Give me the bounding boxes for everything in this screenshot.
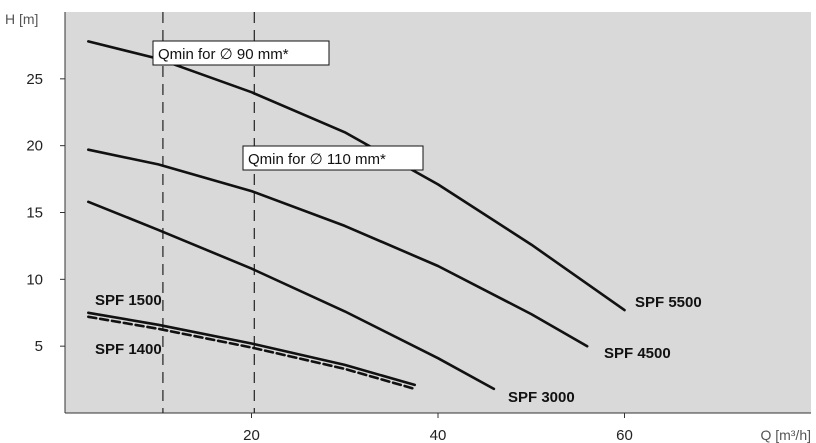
series-label: SPF 1400 bbox=[95, 341, 162, 358]
series-label: SPF 1500 bbox=[95, 292, 162, 309]
x-tick-label: 60 bbox=[616, 427, 633, 443]
series-line bbox=[87, 200, 496, 391]
y-axis-label: H [m] bbox=[5, 11, 38, 27]
series-line bbox=[87, 315, 416, 391]
ticks: 5 10 15 20 25 20 40 60 bbox=[26, 71, 633, 443]
series-label: SPF 5500 bbox=[635, 294, 702, 311]
series-label: SPF 4500 bbox=[604, 345, 671, 362]
reference-lines bbox=[162, 12, 255, 413]
qmin-note-box bbox=[152, 40, 330, 66]
x-tick-label: 40 bbox=[430, 427, 447, 443]
qmin-note-label: Qmin for ∅ 110 mm* bbox=[248, 151, 386, 168]
y-tick-label: 25 bbox=[26, 71, 43, 88]
x-axis-label: Q [m³/h] bbox=[760, 427, 811, 443]
x-tick-label: 20 bbox=[243, 427, 260, 443]
y-tick-label: 5 bbox=[35, 338, 43, 355]
series-label: SPF 3000 bbox=[508, 389, 575, 406]
series-line bbox=[87, 311, 416, 387]
y-tick-label: 15 bbox=[26, 205, 43, 222]
y-tick-label: 20 bbox=[26, 138, 43, 155]
qmin-note-box bbox=[242, 145, 424, 171]
plot-background bbox=[65, 12, 811, 413]
series-line bbox=[87, 148, 589, 348]
y-tick-label: 10 bbox=[26, 271, 43, 288]
notes: Qmin for ∅ 90 mm* Qmin for ∅ 110 mm* bbox=[152, 40, 424, 171]
series-layer: SPF 5500 SPF 4500 SPF 3000 SPF 1500 SPF 1400 bbox=[87, 40, 702, 406]
qmin-note-label: Qmin for ∅ 90 mm* bbox=[158, 46, 289, 63]
